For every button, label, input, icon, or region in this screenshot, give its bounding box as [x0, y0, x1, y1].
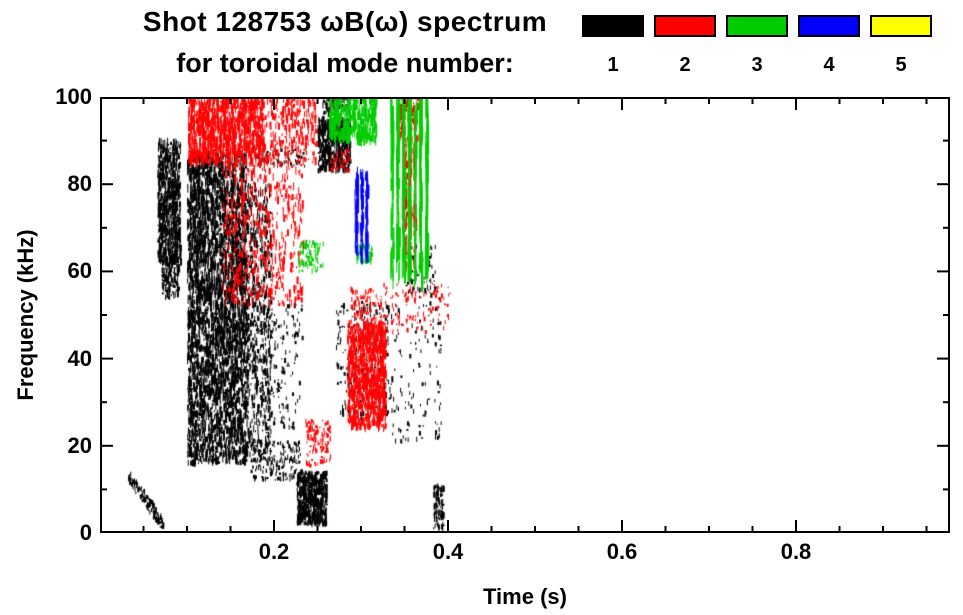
- x-tick-label: 0.2: [258, 539, 290, 564]
- x-tick-label: 0.4: [432, 539, 464, 564]
- plot-area: [100, 97, 950, 533]
- mode-number-4: 4: [823, 54, 835, 76]
- chart-title-line2: for toroidal mode number:: [176, 48, 514, 78]
- mode-swatch-5: [870, 15, 932, 37]
- legend: 1 2 3 4 5: [0, 0, 963, 92]
- y-tick-label: 40: [67, 345, 92, 371]
- mode-number-3: 3: [751, 54, 763, 76]
- y-tick-label: 0: [79, 520, 92, 545]
- y-tick-label: 100: [55, 84, 92, 109]
- x-axis-title: Time (s): [483, 584, 567, 609]
- chart-title-line1: Shot 128753 ωB(ω) spectrum: [142, 6, 548, 37]
- x-tick-label: 0.8: [780, 539, 812, 564]
- y-axis-title: Frequency (kHz): [13, 229, 38, 401]
- y-tick-label: 80: [67, 171, 92, 197]
- mode-swatch-4: [798, 15, 860, 37]
- x-tick-label: 0.6: [606, 539, 638, 564]
- y-tick-label: 60: [67, 258, 92, 284]
- mode-number-2: 2: [679, 54, 691, 76]
- axes-frame: [100, 97, 950, 533]
- mode-swatch-3: [726, 15, 788, 37]
- mode-swatch-2: [654, 15, 716, 37]
- mode-swatch-1: [582, 15, 644, 37]
- y-tick-label: 20: [67, 432, 92, 458]
- mode-number-5: 5: [895, 54, 907, 76]
- mode-number-1: 1: [607, 54, 619, 76]
- spectrogram-canvas: [100, 97, 950, 533]
